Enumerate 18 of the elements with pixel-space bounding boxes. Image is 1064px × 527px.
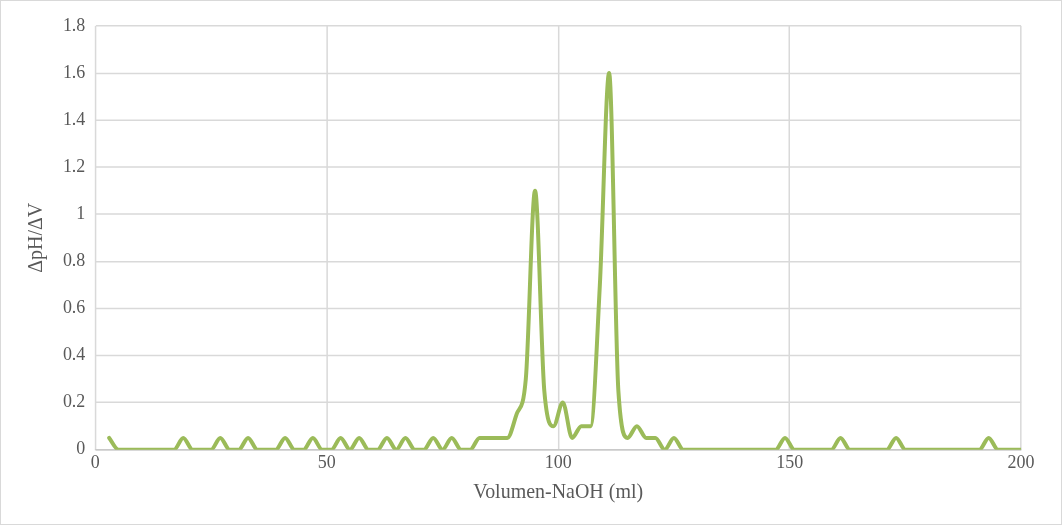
y-tick-label: 0.2 — [62, 391, 86, 412]
line-series — [107, 70, 1022, 450]
y-tick-label: 1.4 — [62, 108, 86, 129]
x-tick-label: 100 — [544, 452, 572, 473]
y-axis-title: ΔpH/ΔV — [24, 202, 48, 273]
x-tick-label: 150 — [776, 452, 804, 473]
y-tick-label: 0.8 — [62, 250, 86, 271]
x-tick-label: 200 — [1007, 452, 1035, 473]
y-tick-label: 1.6 — [62, 61, 86, 82]
x-axis-title: Volumen-NaOH (ml) — [473, 480, 644, 504]
y-tick-label: 0 — [76, 438, 86, 459]
y-tick-label: 0.6 — [62, 297, 86, 318]
y-tick-label: 0.4 — [62, 344, 86, 365]
y-tick-label: 1.8 — [62, 14, 86, 35]
x-tick-label: 0 — [90, 452, 100, 473]
y-tick-label: 1.2 — [62, 155, 86, 176]
y-tick-label: 1 — [76, 202, 86, 223]
x-tick-label: 50 — [317, 452, 336, 473]
